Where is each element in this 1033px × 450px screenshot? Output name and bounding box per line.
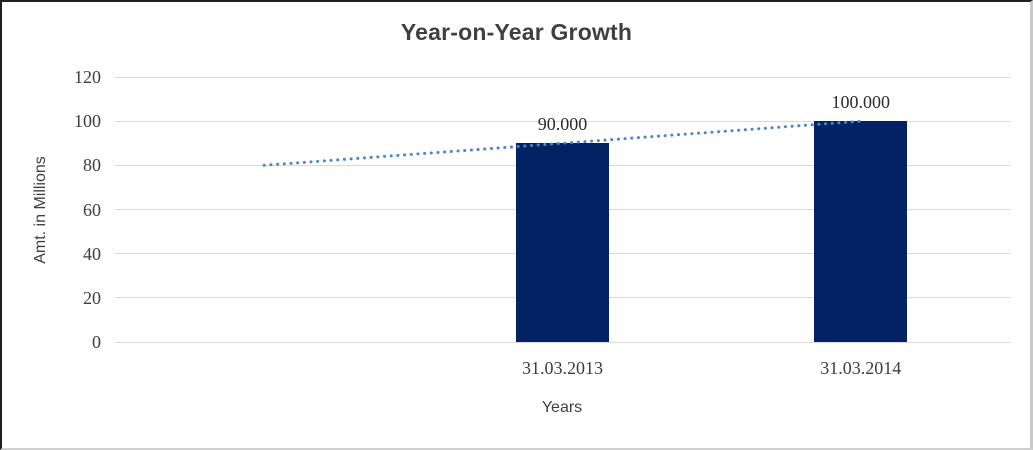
chart-title: Year-on-Year Growth [400, 19, 633, 45]
bar-data-label: 90.000 [537, 114, 588, 135]
y-tick-label: 80 [83, 155, 101, 176]
y-tick-label: 120 [74, 67, 101, 87]
bar [814, 121, 908, 342]
y-tick-label: 60 [83, 199, 101, 220]
y-tick-label: 100 [74, 111, 101, 132]
y-tick-label: 40 [83, 243, 101, 264]
x-axis-title: Years [541, 399, 583, 416]
x-tick-label: 31.03.2013 [522, 358, 603, 378]
gridline [115, 76, 1010, 78]
x-tick-label: 31.03.2014 [820, 358, 902, 378]
y-tick-label: 20 [83, 287, 101, 308]
bar-data-label: 100.000 [831, 92, 891, 113]
bar [516, 143, 609, 343]
y-tick-label: 0 [92, 332, 101, 352]
